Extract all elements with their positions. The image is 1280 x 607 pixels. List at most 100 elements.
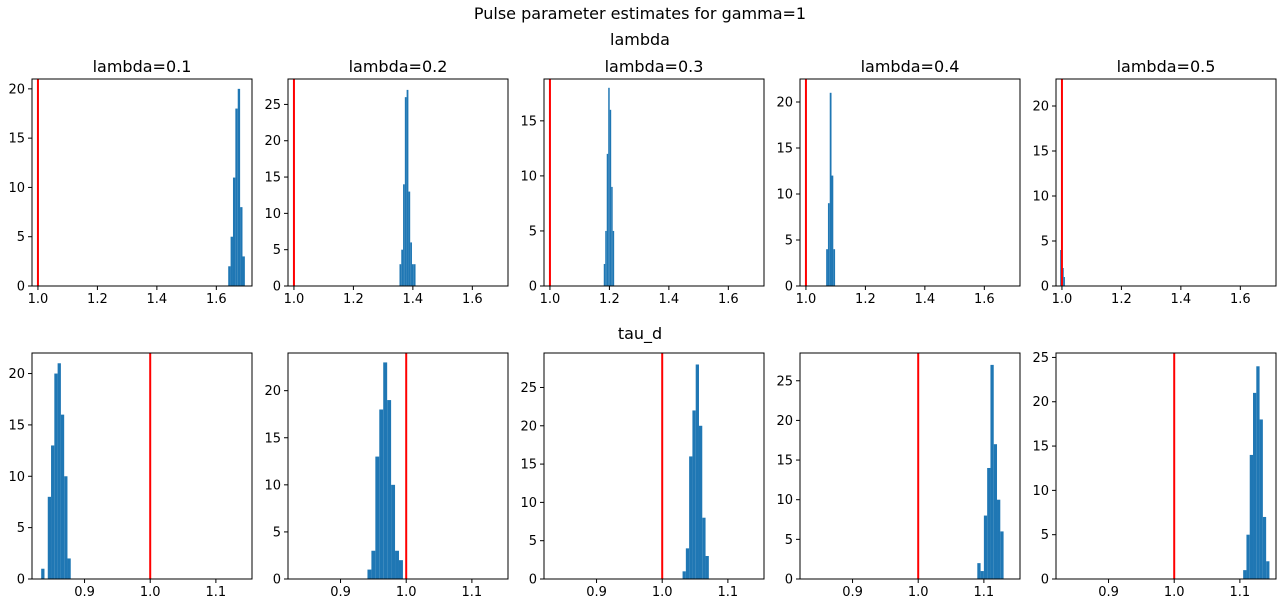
y-tick-label: 20 bbox=[264, 384, 281, 399]
x-tick-label: 0.9 bbox=[330, 585, 351, 600]
y-tick-label: 10 bbox=[8, 181, 25, 196]
histogram-bar bbox=[54, 373, 58, 579]
histogram-bar bbox=[1249, 454, 1254, 579]
histogram-bar bbox=[379, 409, 384, 579]
axes-frame bbox=[287, 352, 509, 580]
y-tick-label: 0 bbox=[17, 573, 25, 588]
y-tick-label: 10 bbox=[520, 496, 537, 511]
y-tick-label: 5 bbox=[529, 534, 537, 549]
histogram-bar bbox=[391, 484, 396, 579]
y-tick-label: 0 bbox=[273, 573, 281, 588]
histogram-bar bbox=[47, 496, 52, 579]
x-tick-label: 1.6 bbox=[462, 292, 483, 307]
x-tick-label: 1.2 bbox=[1111, 292, 1132, 307]
panel-title: lambda=0.1 bbox=[93, 57, 192, 76]
y-tick-label: 10 bbox=[264, 207, 281, 222]
x-tick-label: 1.0 bbox=[1052, 292, 1073, 307]
y-tick-label: 15 bbox=[8, 418, 25, 433]
histogram-bar bbox=[1060, 250, 1062, 286]
histogram-bar bbox=[695, 364, 699, 579]
y-tick-label: 15 bbox=[1032, 145, 1049, 160]
histogram-bar bbox=[413, 264, 416, 286]
histogram-panel: 0.9 1.0 1.1 0 5 10 15 20 25 bbox=[520, 352, 765, 600]
x-tick-label: 1.6 bbox=[206, 292, 227, 307]
histogram-bar bbox=[692, 410, 696, 579]
histogram-bar bbox=[395, 550, 399, 579]
histogram-bar bbox=[1246, 534, 1250, 579]
x-tick-label: 0.9 bbox=[586, 585, 607, 600]
x-tick-label: 0.9 bbox=[74, 585, 95, 600]
histogram-panel: 1.0 1.2 1.4 1.6 0 5 10 15 20 25 lambda=0.2 bbox=[264, 57, 509, 307]
histogram-bar bbox=[1266, 561, 1270, 579]
histogram-bar bbox=[977, 563, 981, 579]
axes-frame bbox=[799, 352, 1021, 580]
y-tick-label: 0 bbox=[785, 573, 793, 588]
x-tick-label: 1.1 bbox=[718, 585, 739, 600]
histogram-bar bbox=[401, 249, 404, 286]
histogram-bar bbox=[371, 550, 376, 579]
x-tick-label: 1.1 bbox=[462, 585, 483, 600]
figure-suptitle: Pulse parameter estimates for gamma=1 bbox=[474, 4, 806, 23]
histogram-bar bbox=[605, 230, 607, 286]
y-tick-label: 5 bbox=[273, 243, 281, 258]
histogram-bar bbox=[609, 109, 612, 286]
histogram-bar bbox=[398, 560, 403, 579]
histogram-bar bbox=[64, 476, 68, 579]
x-tick-label: 1.0 bbox=[28, 292, 49, 307]
y-tick-label: 10 bbox=[264, 478, 281, 493]
x-tick-label: 1.4 bbox=[915, 292, 936, 307]
histogram-bar bbox=[237, 88, 241, 286]
axes-frame bbox=[799, 78, 1021, 287]
histogram-bar bbox=[987, 467, 991, 579]
y-tick-label: 5 bbox=[1041, 528, 1049, 543]
histogram-bar bbox=[997, 499, 1001, 579]
histogram-bar bbox=[689, 456, 693, 579]
histogram-bar bbox=[411, 264, 414, 286]
y-tick-label: 20 bbox=[776, 96, 793, 111]
histogram-bar bbox=[1000, 531, 1004, 579]
panel-title: lambda=0.4 bbox=[861, 57, 960, 76]
histogram-panel: 0.9 1.0 1.1 0 5 10 15 20 25 bbox=[776, 352, 1021, 600]
y-tick-label: 0 bbox=[529, 573, 537, 588]
histogram-bar bbox=[682, 571, 686, 579]
y-tick-label: 10 bbox=[1032, 190, 1049, 205]
x-tick-label: 1.0 bbox=[796, 292, 817, 307]
y-tick-label: 0 bbox=[1041, 280, 1049, 295]
histogram-bar bbox=[980, 571, 984, 579]
y-tick-label: 10 bbox=[776, 188, 793, 203]
x-tick-label: 1.2 bbox=[599, 292, 620, 307]
histogram-bar bbox=[228, 266, 231, 286]
y-tick-label: 15 bbox=[264, 431, 281, 446]
y-tick-label: 5 bbox=[17, 230, 25, 245]
axes-frame bbox=[543, 352, 765, 580]
histogram-bar bbox=[230, 236, 233, 286]
y-tick-label: 25 bbox=[1032, 351, 1049, 366]
histogram-bar bbox=[383, 362, 388, 579]
x-tick-label: 1.0 bbox=[540, 292, 561, 307]
histogram-bar bbox=[1256, 366, 1260, 579]
panel-title: lambda=0.3 bbox=[605, 57, 704, 76]
histogram-bar bbox=[375, 456, 380, 579]
histogram-bar bbox=[60, 414, 65, 579]
y-tick-label: 5 bbox=[785, 533, 793, 548]
histogram-bar bbox=[685, 548, 690, 579]
x-tick-label: 1.2 bbox=[343, 292, 364, 307]
panel-title: lambda=0.5 bbox=[1117, 57, 1216, 76]
y-tick-label: 25 bbox=[520, 381, 537, 396]
y-tick-label: 20 bbox=[8, 82, 25, 97]
histogram-panel: 0.9 1.0 1.1 0 5 10 15 20 25 bbox=[1032, 351, 1277, 600]
histogram-bar bbox=[67, 558, 71, 579]
y-tick-label: 15 bbox=[520, 114, 537, 129]
histogram-bar bbox=[612, 230, 615, 286]
y-tick-label: 10 bbox=[1032, 484, 1049, 499]
y-tick-label: 10 bbox=[8, 470, 25, 485]
histogram-bar bbox=[702, 517, 706, 579]
x-tick-label: 1.0 bbox=[140, 585, 161, 600]
histogram-bar bbox=[1262, 516, 1267, 579]
histogram-bar bbox=[983, 515, 988, 579]
x-tick-label: 1.0 bbox=[652, 585, 673, 600]
axes-frame bbox=[1055, 78, 1277, 287]
histogram-bar bbox=[242, 256, 245, 286]
histogram-bar bbox=[408, 191, 411, 286]
y-tick-label: 10 bbox=[520, 169, 537, 184]
